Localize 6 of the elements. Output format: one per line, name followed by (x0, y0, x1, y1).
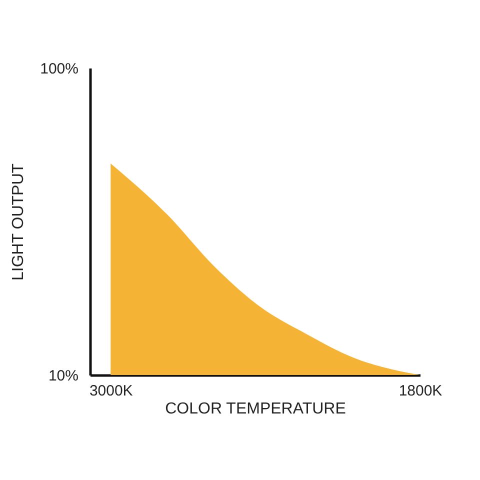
x-axis-title: COLOR TEMPERATURE (165, 400, 346, 418)
y-tick-label: 100% (40, 60, 78, 78)
y-tick-label: 10% (48, 368, 78, 384)
x-tick-label: 1800K (398, 382, 442, 400)
x-tick-label: 3000K (89, 382, 133, 400)
y-axis-title: LIGHT OUTPUT (10, 163, 28, 281)
